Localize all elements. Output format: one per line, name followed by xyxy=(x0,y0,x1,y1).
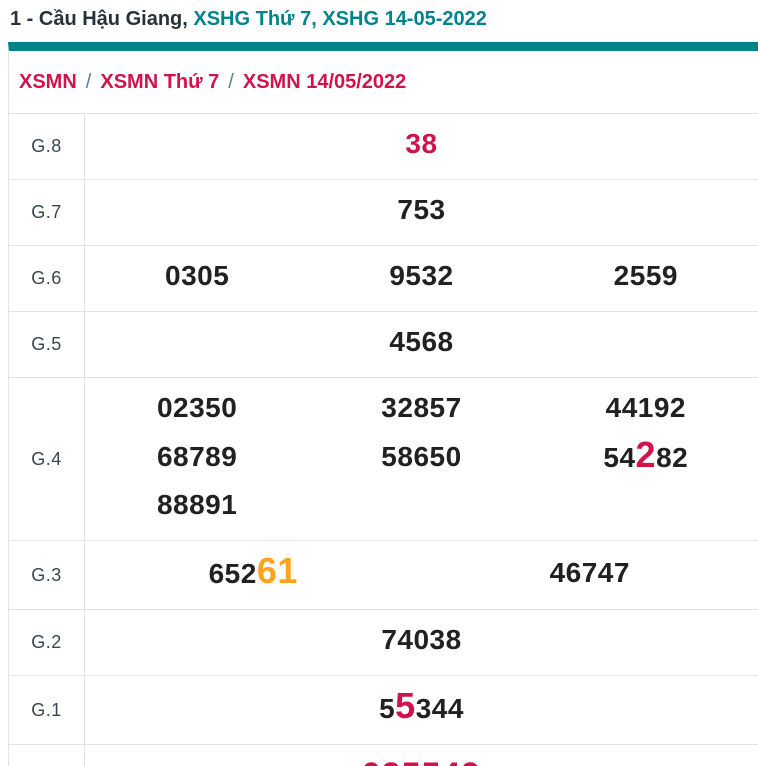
digit-segment: 61 xyxy=(256,550,298,591)
prize-numbers-area: 74038 xyxy=(85,610,758,675)
prize-numbers-area: 02350 32857 44192 68789 58650 54282 88891 xyxy=(85,378,758,540)
prize-label: G.8 xyxy=(9,114,85,179)
prize-row-g6: G.6 0305 9532 2559 xyxy=(9,245,758,311)
prize-label: G.1 xyxy=(9,676,85,744)
page-title: 1 - Cầu Hậu Giang, XSHG Thứ 7, XSHG 14-0… xyxy=(0,0,758,42)
digit-segment: 753 xyxy=(397,194,446,225)
prize-row-g2: G.2 74038 xyxy=(9,609,758,675)
digit-segment: 38 xyxy=(405,128,438,159)
page-title-link-day[interactable]: XSHG Thứ 7, xyxy=(193,8,317,30)
digit-segment: 58650 xyxy=(381,440,462,472)
prize-numbers-area: 38 xyxy=(85,114,758,179)
results-table: G.8 38 G.7 753 G.6 0305 9532 2559 G.5 4568 G.4 0235… xyxy=(9,113,758,766)
prize-number: 2559 xyxy=(614,255,678,302)
prize-number: 44192 xyxy=(606,387,686,434)
breadcrumb-separator: / xyxy=(228,70,234,93)
breadcrumb-item[interactable]: XSMN xyxy=(19,70,77,93)
prize-number: 55344 xyxy=(379,685,464,735)
digit-segment: 9532 xyxy=(389,260,454,291)
prize-row-g5: G.5 4568 xyxy=(9,311,758,377)
prize-row-db6: DB6 025549 xyxy=(9,744,758,766)
prize-number: 9532 xyxy=(389,255,453,302)
prize-number: 46747 xyxy=(550,552,630,599)
prize-row-g7: G.7 753 xyxy=(9,179,758,245)
breadcrumb-separator: / xyxy=(85,70,92,93)
digit-segment: 2 xyxy=(635,434,657,475)
prize-number: 54282 xyxy=(603,434,688,484)
prize-number: 38 xyxy=(405,123,437,170)
page-title-prefix: 1 - Cầu Hậu Giang, xyxy=(10,8,188,30)
prize-row-g1: G.1 55344 xyxy=(9,675,758,744)
prize-numbers-area: 0305 9532 2559 xyxy=(85,246,758,311)
page-title-link-date[interactable]: XSHG 14-05-2022 xyxy=(322,8,487,30)
prize-label: G.2 xyxy=(9,610,85,675)
digit-segment: 32857 xyxy=(381,392,462,423)
breadcrumb: XSMN / XSMN Thứ 7 / XSMN 14/05/2022 xyxy=(9,51,758,113)
digit-segment: 0305 xyxy=(165,260,230,291)
prize-numbers-area: 753 xyxy=(85,180,758,245)
digit-segment: 652 xyxy=(208,558,257,589)
prize-label: DB6 xyxy=(9,745,85,766)
prize-label: G.5 xyxy=(9,312,85,377)
prize-number: 025549 xyxy=(362,754,481,766)
digit-segment: 54 xyxy=(603,442,636,473)
prize-numbers-area: 4568 xyxy=(85,312,758,377)
digit-segment: 344 xyxy=(415,693,464,724)
digit-segment: 2559 xyxy=(613,260,678,291)
prize-number: 4568 xyxy=(389,321,453,368)
prize-numbers-area: 65261 46747 xyxy=(85,541,758,609)
prize-row-g4: G.4 02350 32857 44192 68789 58650 54282 88891 xyxy=(9,377,758,540)
digit-segment: 82 xyxy=(656,442,689,473)
digit-segment: 4568 xyxy=(389,326,454,357)
prize-label: G.3 xyxy=(9,541,85,609)
prize-number: 0305 xyxy=(165,255,229,302)
digit-segment: 88891 xyxy=(156,489,238,520)
prize-number: 32857 xyxy=(381,387,461,434)
prize-number: 58650 xyxy=(381,436,461,483)
breadcrumb-item[interactable]: XSMN 14/05/2022 xyxy=(242,70,407,93)
digit-segment: 44192 xyxy=(605,392,686,423)
prize-number: 88891 xyxy=(157,484,237,531)
prize-numbers-area: 025549 xyxy=(85,745,758,766)
digit-segment: 5 xyxy=(395,685,416,726)
prize-number: 68789 xyxy=(157,436,237,483)
prize-number: 02350 xyxy=(157,387,237,434)
prize-number: 74038 xyxy=(381,619,461,666)
prize-row-g8: G.8 38 xyxy=(9,113,758,179)
breadcrumb-item[interactable]: XSMN Thứ 7 xyxy=(100,70,220,93)
digit-segment: 025549 xyxy=(362,756,481,766)
prize-label: G.4 xyxy=(9,378,85,540)
digit-segment: 46747 xyxy=(549,556,630,588)
results-panel: XSMN / XSMN Thứ 7 / XSMN 14/05/2022 G.8 38 G.7… xyxy=(8,42,758,766)
prize-numbers-area: 55344 xyxy=(85,676,758,744)
digit-segment: 74038 xyxy=(381,624,462,655)
prize-number: 753 xyxy=(397,189,445,236)
digit-segment: 5 xyxy=(379,693,396,724)
digit-segment: 68789 xyxy=(156,440,238,472)
prize-number: 65261 xyxy=(209,550,298,600)
prize-label: G.6 xyxy=(9,246,85,311)
prize-row-g3: G.3 65261 46747 xyxy=(9,540,758,609)
prize-label: G.7 xyxy=(9,180,85,245)
digit-segment: 02350 xyxy=(156,392,238,423)
